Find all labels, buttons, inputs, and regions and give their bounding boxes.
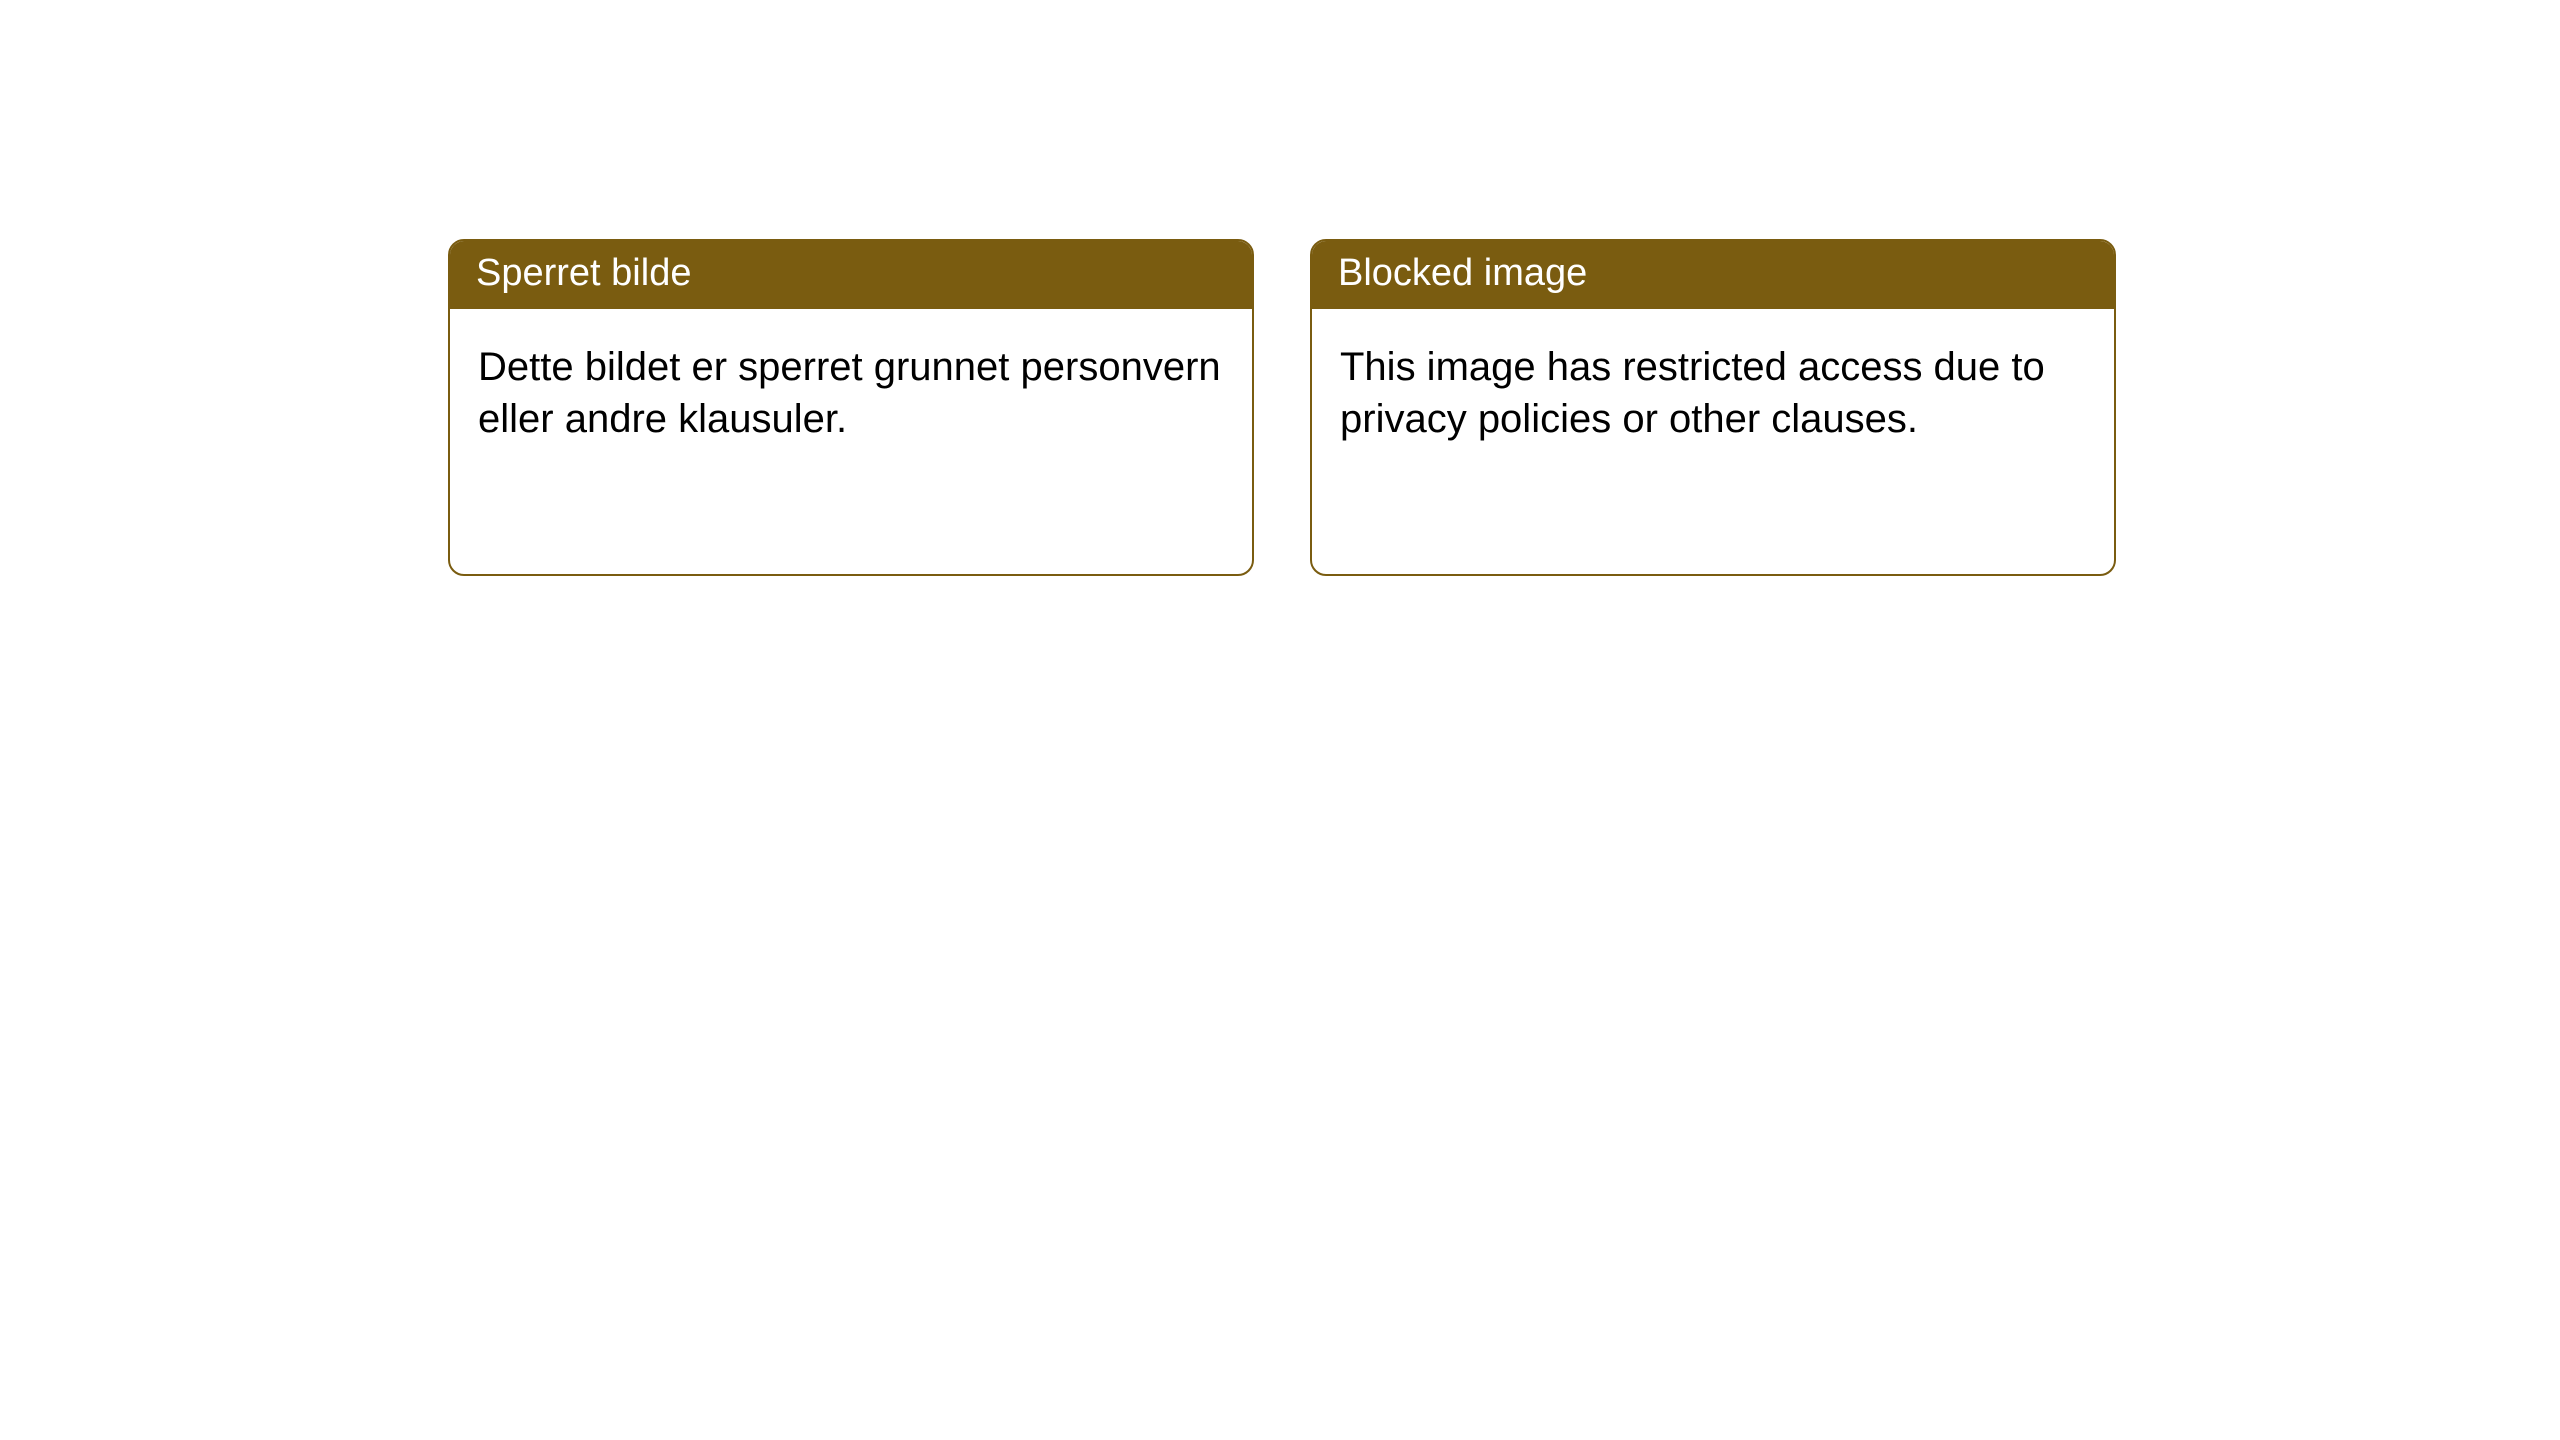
notice-message: Dette bildet er sperret grunnet personve… [478,345,1221,441]
notice-title: Blocked image [1338,252,1587,294]
notice-header: Blocked image [1312,241,2114,309]
notice-header: Sperret bilde [450,241,1252,309]
notice-container: Sperret bilde Dette bildet er sperret gr… [0,0,2560,576]
notice-message: This image has restricted access due to … [1340,345,2045,441]
notice-card-norwegian: Sperret bilde Dette bildet er sperret gr… [448,239,1254,576]
notice-body: This image has restricted access due to … [1312,309,2114,477]
notice-title: Sperret bilde [476,252,691,294]
notice-body: Dette bildet er sperret grunnet personve… [450,309,1252,477]
notice-card-english: Blocked image This image has restricted … [1310,239,2116,576]
